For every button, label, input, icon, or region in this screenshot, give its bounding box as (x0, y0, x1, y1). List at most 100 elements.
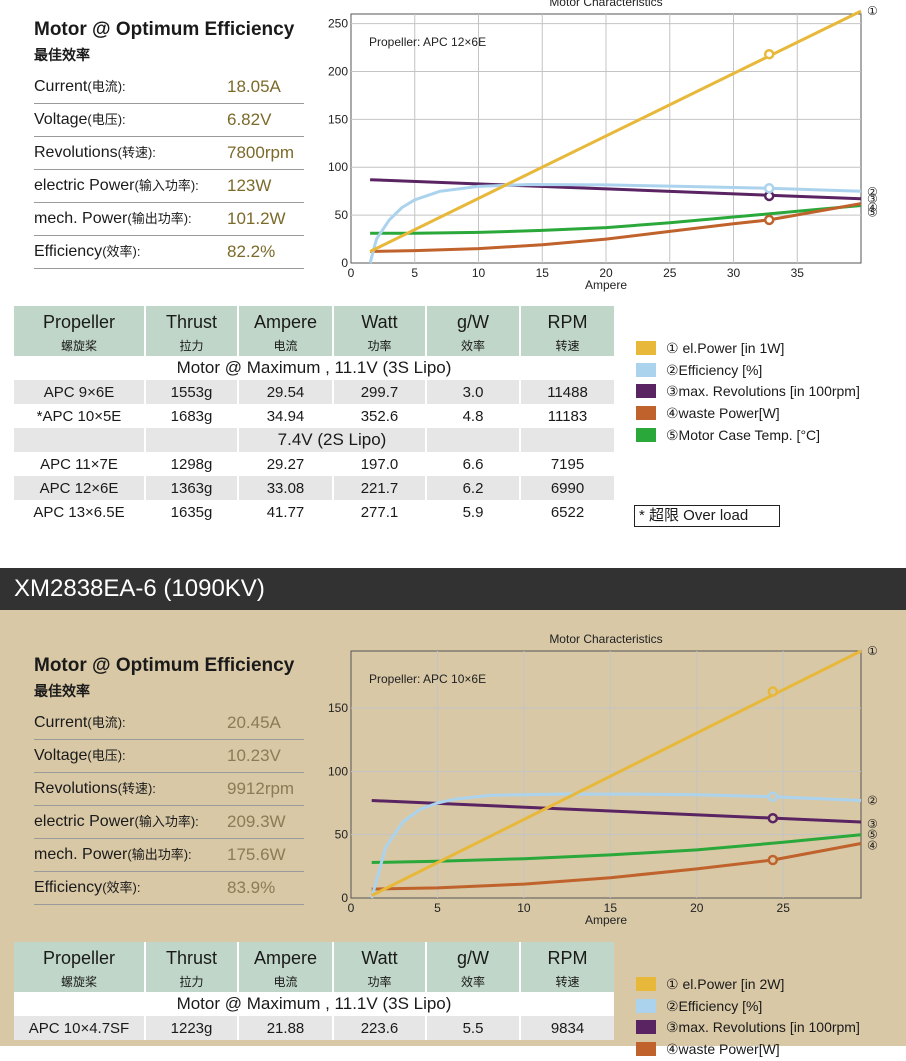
table-row: APC 12×6E 1363g 33.08 221.7 6.2 6990 (14, 476, 614, 500)
eff-value: 6.82V (227, 110, 272, 129)
eff-row-efficiency: Efficiency(效率): 83.9% (34, 872, 304, 905)
legend-swatch (636, 977, 656, 991)
eff-label-cn: (电流): (87, 715, 126, 730)
x-tick-label: 25 (777, 901, 791, 915)
legend-label: ④waste Power[W] (666, 1041, 780, 1058)
legend-swatch (636, 384, 656, 399)
cell: APC 13×6.5E (14, 500, 146, 524)
table-row: APC 11×7E 1298g 29.27 197.0 6.6 7195 (14, 452, 614, 476)
col-thrust: Thrust 拉力 (145, 942, 239, 992)
series-marker-power (763, 48, 775, 60)
eff-label-cn: (转速): (117, 145, 156, 160)
legend-item: ① el.Power [in 1W] (636, 338, 860, 360)
eff-value: 18.05A (227, 77, 281, 96)
cell: 29.54 (238, 380, 334, 404)
eff-value: 7800rpm (227, 143, 295, 162)
legend-swatch (636, 1020, 656, 1035)
y-tick-label: 150 (328, 112, 348, 126)
table-row: APC 10×4.7SF 1223g 21.88 223.6 5.5 9834 (14, 1016, 614, 1040)
cell: 6990 (520, 476, 614, 500)
cell: 5.9 (426, 500, 521, 524)
legend-item: ②Efficiency [%] (636, 996, 860, 1018)
cell: 1298g (145, 452, 239, 476)
legend-item: ③max. Revolutions [in 100rpm] (636, 381, 860, 403)
y-tick-label: 100 (328, 160, 348, 174)
col-ampere: Ampere 电流 (238, 942, 334, 992)
col-rpm: RPM 转速 (520, 306, 614, 356)
cell: 1635g (145, 500, 239, 524)
series-line-waste (370, 202, 862, 253)
x-tick-label: 10 (517, 901, 531, 915)
motor1-characteristics-chart: Motor Characteristics 0 50 100 150 200 250 0 5 10… (328, 0, 878, 292)
legend-swatch (636, 341, 656, 355)
y-tick-label: 150 (328, 701, 348, 715)
col-rpm: RPM 转速 (520, 942, 614, 992)
eff-value: 209.3W (227, 812, 286, 831)
x-tick-label: 5 (411, 266, 418, 280)
cell: 6.6 (426, 452, 521, 476)
legend-label: ① el.Power [in 1W] (666, 340, 785, 356)
y-tick-label: 50 (335, 208, 349, 222)
series-end-label: ③ (867, 817, 878, 831)
eff-row-mech-power: mech. Power(输出功率): 175.6W (34, 839, 304, 872)
legend-item: ③max. Revolutions [in 100rpm] (636, 1017, 860, 1039)
x-tick-label: 35 (791, 266, 805, 280)
eff-label-cn: (输入功率): (134, 814, 199, 829)
chart-title: Motor Characteristics (549, 632, 662, 646)
cell: 29.27 (238, 452, 334, 476)
col-watt: Watt 功率 (333, 942, 427, 992)
motor1-efficiency-panel: Motor @ Optimum Efficiency 最佳效率 Current(… (34, 19, 304, 269)
series-line-power (371, 649, 862, 897)
eff-label-cn: (输出功率): (127, 847, 192, 862)
cell: 352.6 (333, 404, 427, 428)
cell: 11488 (520, 380, 614, 404)
series-end-label: ⑤ (867, 828, 878, 842)
eff-row-voltage: Voltage(电压): 6.82V (34, 104, 304, 137)
eff-label-cn: (电压): (87, 112, 126, 127)
series-end-label: ③ (867, 192, 878, 206)
cell: 299.7 (333, 380, 427, 404)
motor1-propeller-table: Propeller 螺旋桨 Thrust 拉力 Ampere 电流 Watt 功率 g/… (14, 306, 614, 524)
legend-swatch (636, 1042, 656, 1057)
x-tick-label: 15 (536, 266, 550, 280)
cell: 21.88 (238, 1016, 334, 1040)
eff-label: Current (34, 78, 88, 95)
eff-value: 10.23V (227, 746, 281, 765)
x-axis-label: Ampere (585, 913, 627, 927)
cell: *APC 10×5E (14, 404, 146, 428)
legend-label: ③max. Revolutions [in 100rpm] (666, 383, 860, 400)
x-tick-label: 10 (472, 266, 486, 280)
series-line-efficiency (368, 183, 862, 264)
series-marker-power (767, 686, 779, 697)
y-tick-label: 250 (328, 17, 348, 31)
group-label: 7.4V (2S Lipo) (238, 428, 427, 452)
motor2-section: Motor @ Optimum Efficiency 最佳效率 Current(… (0, 610, 906, 1057)
chart-annotation: Propeller: APC 10×6E (369, 672, 486, 686)
series-marker-efficiency (767, 791, 779, 802)
legend-label: ②Efficiency [%] (666, 361, 763, 378)
cell: APC 12×6E (14, 476, 146, 500)
table-row: APC 9×6E 1553g 29.54 299.7 3.0 11488 (14, 380, 614, 404)
series-line-temp (370, 204, 862, 235)
cell: 1223g (145, 1016, 239, 1040)
eff-label: mech. Power (34, 846, 128, 863)
eff-value: 101.2W (227, 209, 286, 228)
x-tick-label: 5 (434, 901, 441, 915)
x-tick-label: 20 (599, 266, 613, 280)
cell: 277.1 (333, 500, 427, 524)
motor1-section: Motor @ Optimum Efficiency 最佳效率 Current(… (14, 0, 878, 527)
eff-label-cn: (电流): (87, 79, 126, 94)
series-marker-waste (767, 854, 779, 866)
series-end-label: ② (867, 793, 878, 807)
motor2-legend: ① el.Power [in 2W] ②Efficiency [%] ③max.… (636, 974, 860, 1061)
x-tick-label: 0 (348, 901, 355, 915)
legend-label: ③max. Revolutions [in 100rpm] (666, 1019, 860, 1036)
eff-value: 83.9% (227, 878, 276, 897)
cell: 1553g (145, 380, 239, 404)
x-tick-label: 20 (690, 901, 704, 915)
cell: 223.6 (333, 1016, 427, 1040)
cell: 4.8 (426, 404, 521, 428)
legend-item: ②Efficiency [%] (636, 360, 860, 382)
eff-row-mech-power: mech. Power(输出功率): 101.2W (34, 203, 304, 236)
eff-label-cn: (输入功率): (134, 178, 199, 193)
